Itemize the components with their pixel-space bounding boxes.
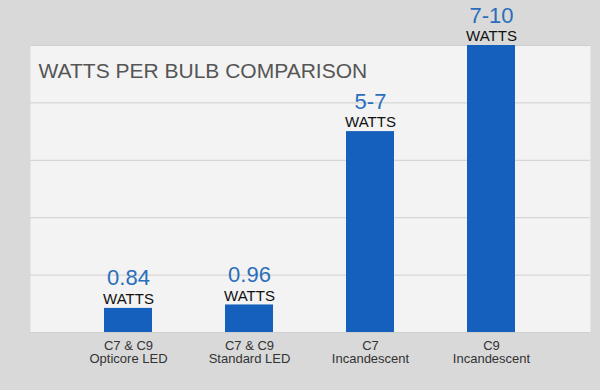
svg-text:WATTS PER BULB COMPARISON: WATTS PER BULB COMPARISON — [39, 59, 368, 82]
svg-text:C7 & C9Opticore LED: C7 & C9Opticore LED — [89, 338, 167, 366]
svg-text:7-10: 7-10 — [469, 3, 513, 28]
svg-text:WATTS: WATTS — [345, 113, 396, 130]
svg-text:WATTS: WATTS — [103, 290, 154, 307]
svg-text:WATTS: WATTS — [466, 27, 517, 44]
svg-text:C7 & C9Standard LED: C7 & C9Standard LED — [209, 338, 291, 366]
svg-text:0.96: 0.96 — [228, 262, 271, 287]
svg-text:5-7: 5-7 — [355, 89, 387, 114]
svg-text:0.84: 0.84 — [107, 265, 150, 290]
svg-text:C7Incandescent: C7Incandescent — [332, 338, 410, 366]
svg-text:C9Incandescent: C9Incandescent — [453, 338, 531, 366]
svg-text:WATTS: WATTS — [224, 287, 275, 304]
